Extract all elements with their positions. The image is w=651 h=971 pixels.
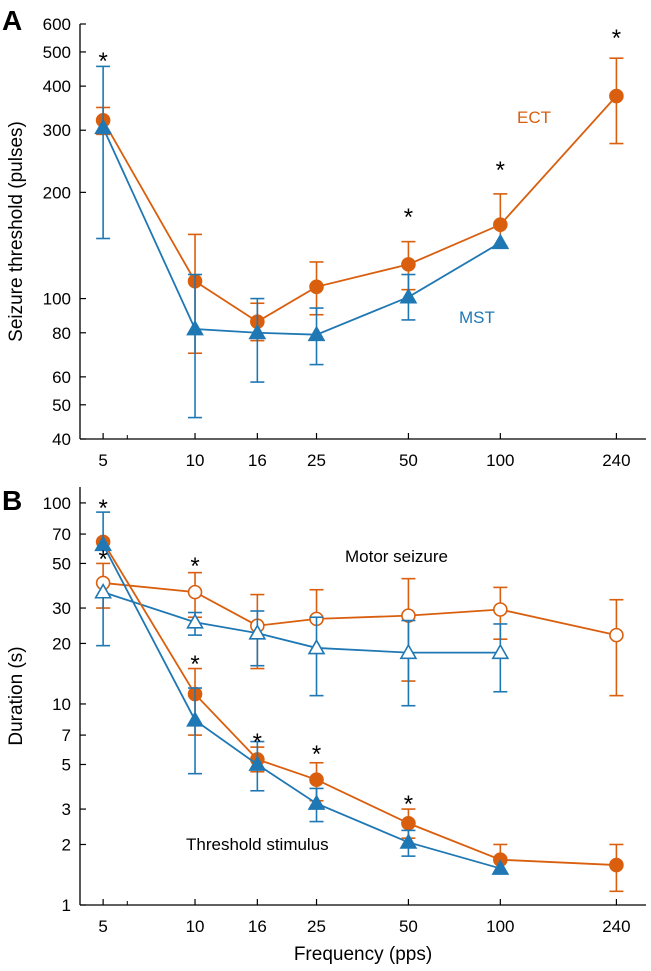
y-tick-label: 80 <box>52 324 71 343</box>
annotation-motor-seizure: Motor seizure <box>345 547 448 566</box>
significance-star: * <box>253 729 262 756</box>
data-point-triangle <box>248 624 267 640</box>
data-point-triangle <box>94 118 112 135</box>
y-tick-label: 7 <box>62 726 71 745</box>
panel-label-b: B <box>2 485 22 516</box>
y-tick-label: 70 <box>52 525 71 544</box>
data-point-circle <box>609 88 624 104</box>
data-point-triangle <box>94 583 112 599</box>
x-tick-label: 100 <box>486 917 514 936</box>
series-line <box>102 544 501 870</box>
y-tick-label: 200 <box>43 183 71 202</box>
data-point-circle <box>493 602 508 617</box>
chart-panel-b: 5 10 16 25 50 100 240 1 2 3 5 7 10 20 30 50 70 100 Duratio… <box>6 487 646 965</box>
data-point-triangle <box>491 233 510 250</box>
y-axis-label: Duration (s) <box>6 646 27 745</box>
data-point-triangle <box>399 643 418 660</box>
data-point-circle <box>187 584 203 600</box>
series-line <box>102 127 501 336</box>
y-tick-label: 50 <box>52 554 71 573</box>
significance-star: * <box>312 741 321 768</box>
data-point-circle <box>493 217 508 232</box>
x-tick-label: 50 <box>399 917 418 936</box>
significance-star: * <box>190 553 199 580</box>
x-tick-label: 240 <box>602 917 630 936</box>
y-tick-label: 3 <box>62 800 71 819</box>
y-tick-label: 2 <box>62 835 71 854</box>
x-tick-label: 16 <box>248 917 267 936</box>
data-point-triangle <box>399 287 418 304</box>
x-tick-label: 25 <box>307 451 326 470</box>
x-tick-label: 100 <box>486 451 514 470</box>
significance-star: * <box>612 25 621 52</box>
significance-star: * <box>98 495 107 522</box>
significance-star: * <box>98 48 107 75</box>
x-tick-label: 50 <box>399 451 418 470</box>
series-line <box>103 582 617 636</box>
y-tick-label: 500 <box>43 43 71 62</box>
x-tick-label: 5 <box>98 451 107 470</box>
panel-label-a: A <box>2 5 22 36</box>
x-tick-label: 5 <box>98 917 107 936</box>
significance-star: * <box>496 157 505 184</box>
significance-star: * <box>190 651 199 678</box>
data-point-triangle <box>307 638 326 655</box>
x-tick-label: 10 <box>186 451 205 470</box>
y-tick-label: 400 <box>43 77 71 96</box>
data-point-circle <box>401 257 416 272</box>
data-point-triangle <box>491 643 510 660</box>
series-line <box>102 95 618 323</box>
y-axis-label: Seizure threshold (pulses) <box>6 121 27 342</box>
significance-star: * <box>404 204 413 231</box>
y-tick-label: 100 <box>43 494 71 513</box>
data-point-triangle <box>307 794 326 810</box>
data-point-circle <box>309 279 324 295</box>
significance-star: * <box>404 791 413 818</box>
data-point-triangle <box>248 755 267 771</box>
y-tick-label: 30 <box>52 599 71 618</box>
data-point-triangle <box>248 323 267 340</box>
annotation-threshold-stimulus: Threshold stimulus <box>186 835 329 854</box>
y-tick-label: 10 <box>52 695 71 714</box>
y-tick-label: 600 <box>43 15 71 34</box>
chart-panel-a: 5 10 16 25 50 100 240 40 50 60 80 100 200 300 400 500 60… <box>6 15 646 470</box>
series-line <box>102 591 501 654</box>
data-point-triangle <box>491 859 510 875</box>
data-point-triangle <box>94 535 112 552</box>
data-point-circle <box>609 857 624 873</box>
data-point-triangle <box>307 325 326 342</box>
y-tick-label: 40 <box>52 430 71 449</box>
x-tick-label: 10 <box>186 917 205 936</box>
data-point-triangle <box>186 711 204 727</box>
x-axis-label: Frequency (pps) <box>294 944 432 965</box>
data-point-triangle <box>399 833 418 849</box>
y-tick-label: 300 <box>43 121 71 140</box>
legend-ect-label: ECT <box>517 108 551 127</box>
x-tick-label: 16 <box>248 451 267 470</box>
significance-star: * <box>98 546 107 573</box>
data-point-circle <box>309 772 324 788</box>
y-tick-label: 20 <box>52 634 71 653</box>
y-tick-label: 5 <box>62 755 71 774</box>
data-point-triangle <box>186 319 204 336</box>
data-point-circle <box>401 815 416 831</box>
y-tick-label: 1 <box>62 896 71 915</box>
y-tick-label: 50 <box>52 396 71 415</box>
y-tick-label: 60 <box>52 368 71 387</box>
x-tick-label: 25 <box>307 917 326 936</box>
x-tick-label: 240 <box>602 451 630 470</box>
legend-mst-label: MST <box>459 308 495 327</box>
data-point-triangle <box>186 613 204 629</box>
data-point-circle <box>609 627 624 643</box>
y-tick-label: 100 <box>43 290 71 309</box>
